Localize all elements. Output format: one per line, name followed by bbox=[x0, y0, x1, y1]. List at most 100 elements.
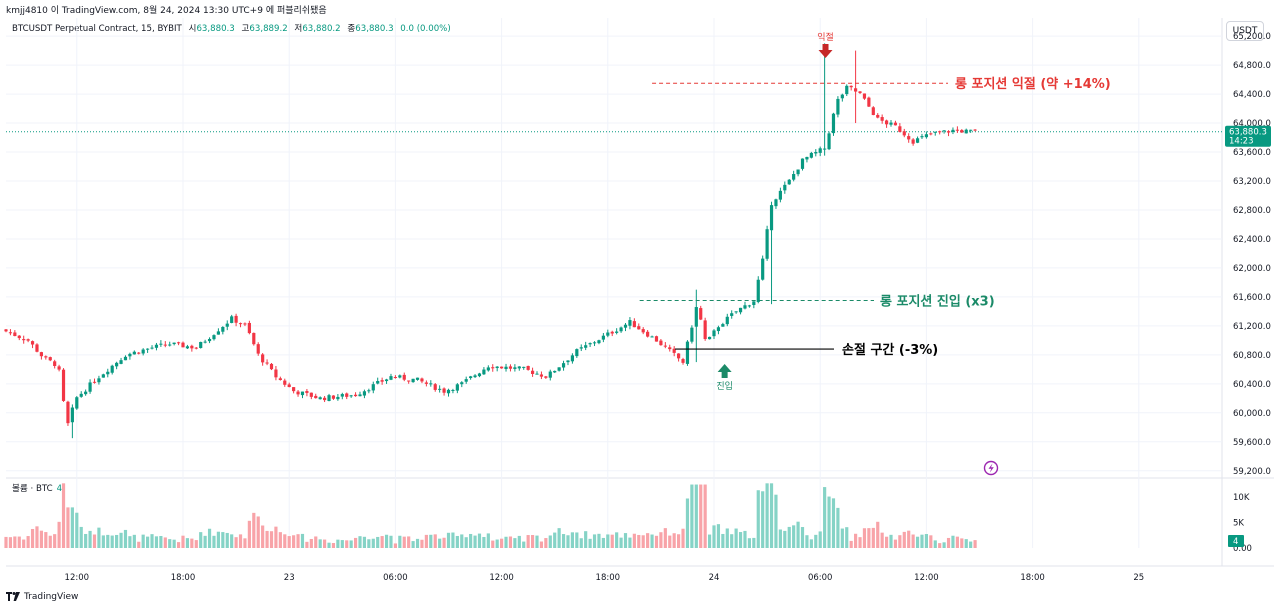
volume-bar bbox=[150, 534, 154, 548]
change-value: 0.0 (0.00%) bbox=[400, 24, 451, 34]
candle-body bbox=[734, 311, 738, 313]
candle-body bbox=[75, 397, 79, 409]
volume-bar bbox=[469, 533, 473, 548]
candle-body bbox=[783, 184, 787, 191]
y-tick-label: 65,200.0 bbox=[1233, 32, 1271, 42]
candle-body bbox=[393, 377, 397, 379]
volume-bar bbox=[181, 535, 185, 548]
tradingview-logo-icon bbox=[6, 592, 20, 601]
volume-bar bbox=[964, 539, 968, 548]
candle-body bbox=[199, 341, 203, 348]
candle-body bbox=[460, 382, 464, 385]
candle-body bbox=[318, 397, 322, 400]
volume-bar bbox=[893, 539, 898, 548]
y-tick-label: 61,600.0 bbox=[1233, 293, 1271, 303]
candle-body bbox=[522, 366, 526, 368]
candle-body bbox=[557, 367, 561, 371]
candle-body bbox=[858, 91, 862, 94]
volume-bar bbox=[730, 534, 734, 548]
volume-bar bbox=[969, 541, 973, 548]
volume-bar bbox=[314, 536, 318, 548]
candle-body bbox=[455, 384, 459, 391]
candle-body bbox=[22, 339, 26, 341]
volume-bar bbox=[336, 539, 340, 548]
symbol-info-bar: BTCUSDT Perpetual Contract, 15, BYBIT 시6… bbox=[12, 22, 451, 34]
candle-body bbox=[53, 361, 57, 366]
candle-body bbox=[203, 341, 207, 343]
volume-bar bbox=[800, 527, 805, 548]
low-value: 63,880.2 bbox=[302, 24, 341, 34]
candle-body bbox=[57, 366, 61, 370]
volume-bar bbox=[367, 539, 371, 548]
x-tick-label: 12:00 bbox=[65, 573, 90, 583]
candle-body bbox=[831, 113, 836, 134]
currency-button[interactable]: USDT bbox=[1226, 21, 1264, 41]
candle-body bbox=[225, 323, 229, 327]
lightning-icon bbox=[988, 463, 994, 473]
volume-bar bbox=[491, 540, 495, 548]
volume-bar bbox=[712, 525, 716, 548]
volume-bar bbox=[792, 525, 796, 548]
volume-bar bbox=[384, 534, 389, 548]
candle-body bbox=[292, 387, 296, 392]
volume-bar bbox=[376, 536, 380, 548]
candle-body bbox=[566, 360, 570, 363]
volume-bar bbox=[513, 538, 517, 548]
y-tick-label: 62,400.0 bbox=[1233, 235, 1271, 245]
publish-caption: kmjj4810 이 TradingView.com, 8월 24, 2024 … bbox=[6, 6, 327, 16]
low-label: 저 bbox=[294, 24, 303, 34]
candle-body bbox=[238, 323, 243, 325]
volume-bar bbox=[287, 536, 291, 548]
volume-bar bbox=[84, 533, 88, 548]
volume-bar bbox=[327, 542, 331, 548]
volume-bar bbox=[588, 538, 592, 548]
candle-body bbox=[469, 376, 473, 379]
candle-body bbox=[92, 381, 97, 383]
volume-bar bbox=[256, 516, 260, 548]
volume-bar bbox=[783, 530, 787, 548]
volume-bar bbox=[880, 532, 884, 548]
entry-marker-label: 진입 bbox=[716, 380, 733, 392]
candle-body bbox=[623, 324, 628, 328]
candle-body bbox=[491, 367, 495, 369]
candle-body bbox=[575, 349, 579, 357]
candle-body bbox=[44, 356, 48, 358]
candle-body bbox=[424, 382, 428, 384]
volume-bar bbox=[70, 507, 74, 548]
candle-body bbox=[646, 331, 650, 337]
candle-body bbox=[677, 353, 681, 359]
candle-body bbox=[738, 307, 743, 313]
volume-bar bbox=[455, 535, 459, 548]
candle-body bbox=[659, 340, 663, 346]
volume-bar bbox=[553, 532, 557, 548]
volume-bar bbox=[380, 536, 384, 548]
volume-bar bbox=[17, 536, 21, 548]
volume-bar bbox=[601, 537, 605, 548]
volume-bar bbox=[420, 539, 424, 548]
volume-bar bbox=[353, 537, 358, 548]
volume-value: 4 bbox=[56, 484, 63, 494]
close-value: 63,880.3 bbox=[355, 24, 394, 34]
volume-bar bbox=[858, 537, 862, 548]
candle-body bbox=[809, 152, 813, 158]
candle-body bbox=[606, 332, 610, 336]
x-tick-label: 06:00 bbox=[808, 573, 833, 583]
volume-bar bbox=[628, 537, 632, 548]
candle-body bbox=[230, 316, 234, 323]
candle-body bbox=[26, 339, 30, 341]
volume-bar bbox=[504, 536, 508, 548]
volume-bar bbox=[743, 530, 747, 548]
volume-bar bbox=[393, 543, 397, 548]
candle-body bbox=[619, 327, 623, 332]
candle-body bbox=[194, 347, 198, 349]
volume-bar bbox=[446, 532, 451, 548]
close-label: 종 bbox=[347, 24, 356, 34]
symbol-title[interactable]: BTCUSDT Perpetual Contract, 15, BYBIT bbox=[12, 24, 182, 34]
volume-bar bbox=[517, 535, 521, 548]
volume-bar bbox=[681, 528, 685, 548]
candle-body bbox=[261, 354, 265, 363]
volume-bar bbox=[694, 484, 698, 548]
volume-label: 볼륨 · BTC bbox=[12, 484, 53, 494]
candle-body bbox=[283, 380, 287, 385]
